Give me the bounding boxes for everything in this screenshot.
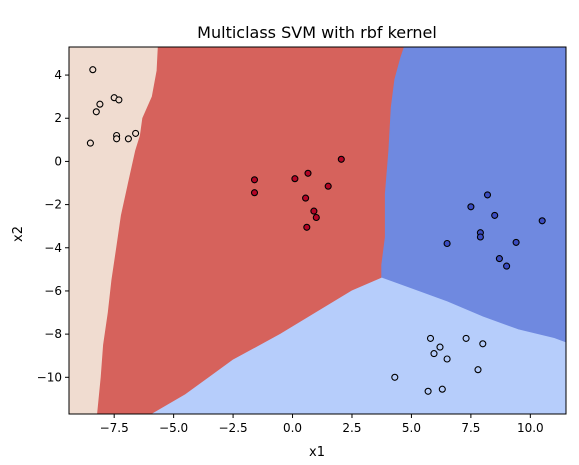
x-tick-label: 5.0: [402, 421, 421, 435]
data-point-class-3: [436, 343, 444, 351]
data-point-class-1: [312, 213, 320, 222]
data-point-class-2: [538, 217, 546, 225]
y-tick-label: 0: [54, 154, 62, 168]
x-axis-label: x1: [309, 445, 325, 460]
data-point-class-3: [479, 340, 487, 348]
y-tick-label: −4: [44, 241, 62, 255]
data-point-class-1: [337, 155, 345, 163]
chart-title: Multiclass SVM with rbf kernel: [197, 23, 437, 42]
data-points: [86, 66, 546, 395]
data-point-class-1: [304, 169, 312, 177]
data-point-class-0: [86, 139, 94, 147]
x-tick-label: 2.5: [342, 421, 361, 435]
data-point-class-3: [443, 355, 451, 363]
data-point-class-1: [291, 175, 299, 183]
x-tick-label: −2.5: [219, 421, 248, 435]
data-point-class-1: [250, 176, 259, 184]
y-tick-label: −6: [44, 284, 62, 298]
data-point-class-2: [483, 191, 492, 199]
data-point-class-3: [391, 373, 399, 381]
decision-regions: [68, 46, 567, 415]
data-point-class-3: [474, 366, 482, 374]
data-point-class-0: [96, 100, 104, 108]
data-point-class-2: [495, 255, 503, 263]
data-point-class-2: [443, 239, 451, 248]
data-point-class-0: [124, 135, 132, 143]
data-point-class-0: [132, 129, 140, 137]
data-point-class-0: [92, 108, 100, 116]
data-point-class-2: [503, 262, 511, 270]
data-point-class-2: [491, 211, 499, 219]
y-tick-label: −10: [37, 370, 62, 384]
data-point-class-3: [426, 334, 435, 342]
data-point-class-2: [467, 203, 475, 211]
data-point-class-0: [115, 96, 123, 104]
data-point-class-1: [250, 189, 259, 197]
y-tick-label: −8: [44, 327, 62, 341]
data-point-class-1: [324, 182, 332, 190]
data-point-class-0: [113, 135, 121, 143]
x-tick-label: −7.5: [100, 421, 129, 435]
plot-frame: [68, 46, 567, 415]
data-point-class-1: [302, 194, 310, 202]
y-axis-label: x2: [11, 226, 26, 242]
data-point-class-3: [424, 387, 432, 395]
x-tick-label: 0.0: [283, 421, 302, 435]
x-tick-label: −5.0: [159, 421, 188, 435]
data-point-class-1: [310, 207, 318, 215]
x-axis-ticks: −7.5 −5.0 −2.5 0.0 2.5 5.0 7.5 10.0: [100, 414, 544, 435]
y-tick-label: 2: [54, 111, 62, 125]
y-tick-label: 4: [54, 68, 62, 82]
data-point-class-3: [462, 334, 470, 342]
data-point-class-1: [303, 223, 311, 231]
data-point-class-0: [89, 66, 97, 74]
data-point-class-2: [512, 238, 520, 246]
data-point-class-2: [476, 233, 484, 241]
y-axis-ticks: 4 2 0 −2 −4 −6 −8 −10: [37, 68, 69, 384]
x-tick-label: 7.5: [461, 421, 480, 435]
data-point-class-3: [430, 350, 438, 358]
data-point-class-3: [438, 385, 446, 393]
y-tick-label: −2: [44, 198, 62, 212]
x-tick-label: 10.0: [517, 421, 544, 435]
